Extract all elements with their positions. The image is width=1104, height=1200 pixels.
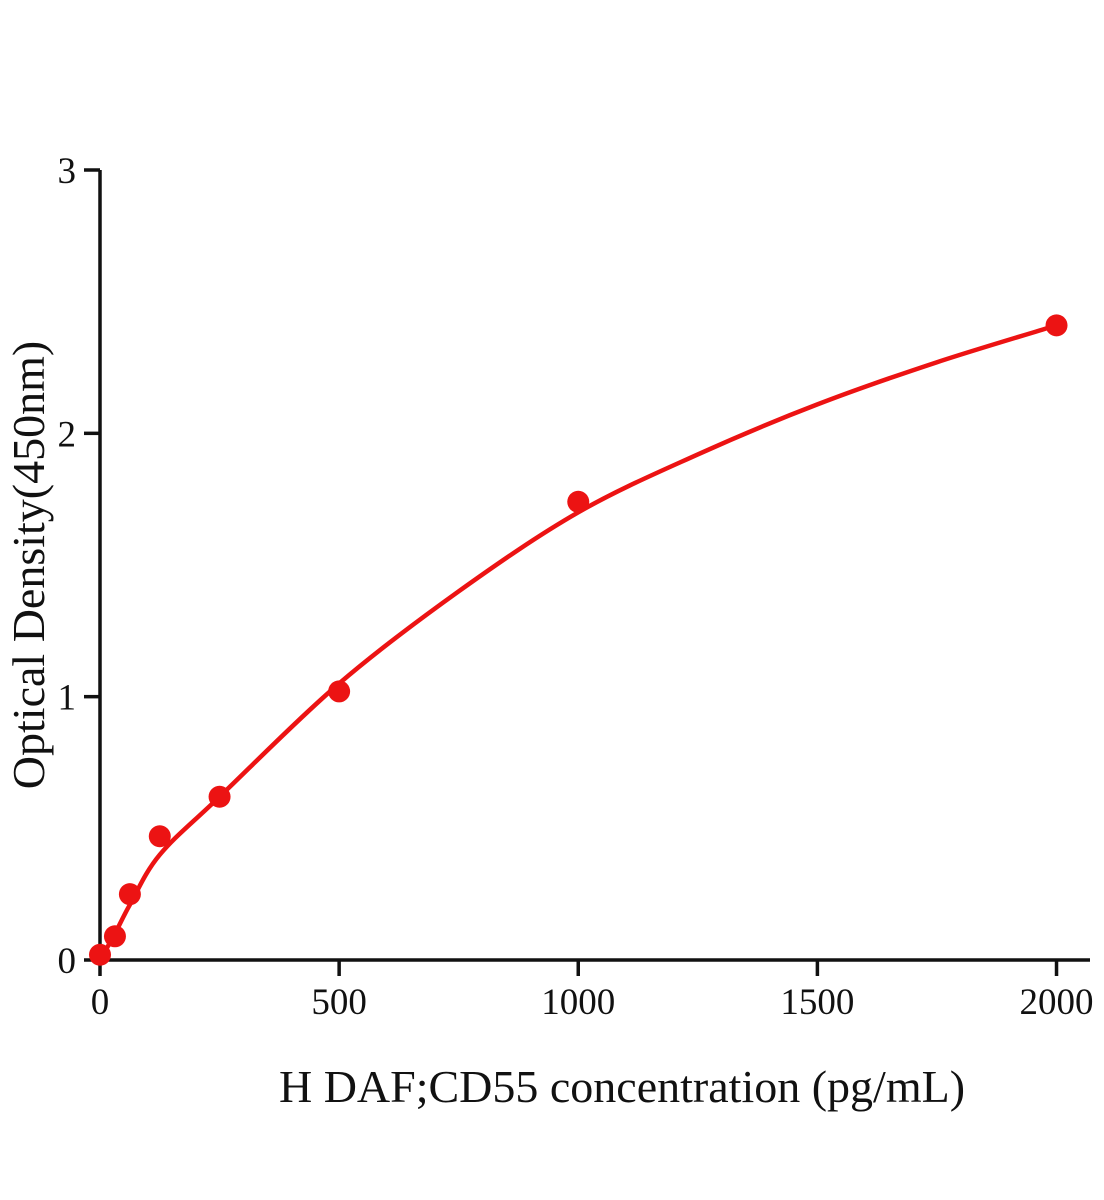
- data-point: [118, 883, 141, 906]
- x-tick-label: 2000: [1020, 982, 1094, 1023]
- data-point: [208, 785, 231, 808]
- curve-layer: [97, 323, 1059, 963]
- y-tick-label: 2: [58, 414, 77, 455]
- data-point: [328, 680, 351, 703]
- x-tick-label: 1000: [541, 982, 615, 1023]
- x-tick-label: 500: [311, 982, 367, 1023]
- axes-layer: 0 500 1000 1500 2000 0 1 2 3: [58, 151, 1094, 1023]
- y-tick-label: 3: [58, 151, 77, 192]
- y-tick-label: 1: [58, 678, 77, 719]
- data-point: [103, 925, 126, 948]
- data-point: [1045, 314, 1068, 337]
- y-axis-title: Optical Density(450nm): [3, 341, 54, 789]
- x-axis-title: H DAF;CD55 concentration (pg/mL): [279, 1061, 965, 1112]
- y-tick-label: 0: [58, 941, 77, 982]
- fit-curve: [97, 323, 1059, 963]
- points-layer: [89, 314, 1068, 966]
- x-tick-label: 0: [91, 982, 110, 1023]
- data-point: [567, 490, 590, 513]
- data-point: [148, 825, 171, 848]
- x-tick-label: 1500: [780, 982, 854, 1023]
- data-point: [89, 943, 111, 966]
